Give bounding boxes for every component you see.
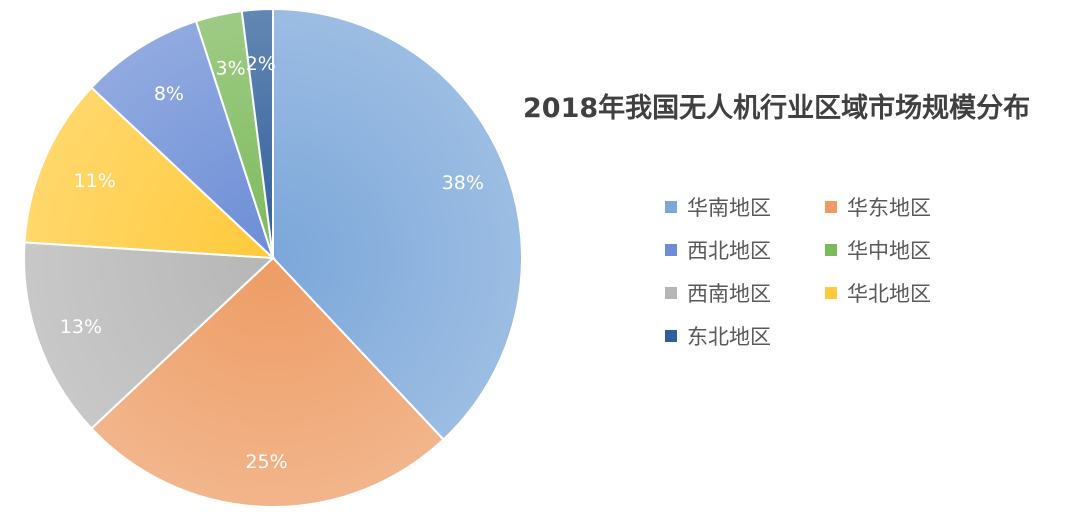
legend-label: 华南地区 — [687, 195, 771, 220]
legend-label: 华中地区 — [847, 238, 931, 263]
pie-label-slice-4: 8% — [154, 83, 184, 105]
legend-swatch — [825, 286, 837, 299]
pie-label-slice-2: 13% — [60, 316, 102, 338]
legend-item: 华东地区 — [825, 192, 975, 221]
pie-slice-0 — [272, 7, 523, 441]
legend-item: 华中地区 — [825, 235, 975, 264]
pie-slice-2 — [23, 241, 276, 430]
legend-swatch — [665, 243, 677, 256]
legend-label: 东北地区 — [687, 324, 771, 349]
pie-slice-1 — [90, 256, 445, 508]
pie-label-slice-5: 3% — [216, 57, 246, 79]
legend-item: 华北地区 — [825, 278, 975, 307]
legend-swatch — [665, 329, 677, 342]
legend-swatch — [665, 286, 677, 299]
pie-label-slice-3: 11% — [74, 170, 116, 192]
pie-slice-3 — [23, 86, 276, 260]
pie-label-slice-1: 25% — [245, 451, 287, 473]
legend-label: 华北地区 — [847, 281, 931, 306]
legend: 华南地区 华东地区西北地区 华中地区西南地区 华北地区东北地区 — [665, 192, 975, 350]
legend-label: 华东地区 — [847, 195, 931, 220]
pie-slice-4 — [90, 19, 274, 259]
legend-label: 西南地区 — [687, 281, 771, 306]
chart-title: 2018年我国无人机行业区域市场规模分布 — [523, 93, 1031, 124]
legend-item: 华南地区 — [665, 192, 825, 221]
legend-swatch — [665, 200, 677, 213]
pie-slice-6 — [240, 7, 274, 259]
pie-label-slice-6: 2% — [246, 53, 276, 75]
legend-item: 东北地区 — [665, 321, 825, 350]
legend-label: 西北地区 — [687, 238, 771, 263]
legend-item: 西北地区 — [665, 235, 825, 264]
legend-swatch — [825, 200, 837, 213]
pie-label-slice-0: 38% — [442, 172, 484, 194]
legend-item: 西南地区 — [665, 278, 825, 307]
pie-chart: 38% 25% 13% 11% 8% 3% 2% — [23, 7, 523, 508]
legend-swatch — [825, 243, 837, 256]
